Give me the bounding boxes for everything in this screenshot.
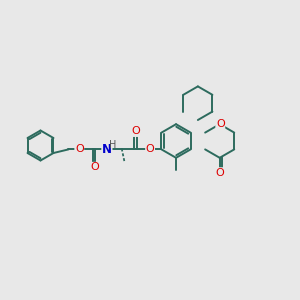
Text: O: O — [131, 126, 140, 136]
Text: O: O — [215, 168, 224, 178]
Text: O: O — [90, 162, 99, 172]
Text: O: O — [146, 144, 154, 154]
Text: O: O — [216, 119, 225, 129]
Text: N: N — [102, 143, 112, 156]
Text: H: H — [109, 140, 116, 150]
Text: O: O — [75, 144, 84, 154]
